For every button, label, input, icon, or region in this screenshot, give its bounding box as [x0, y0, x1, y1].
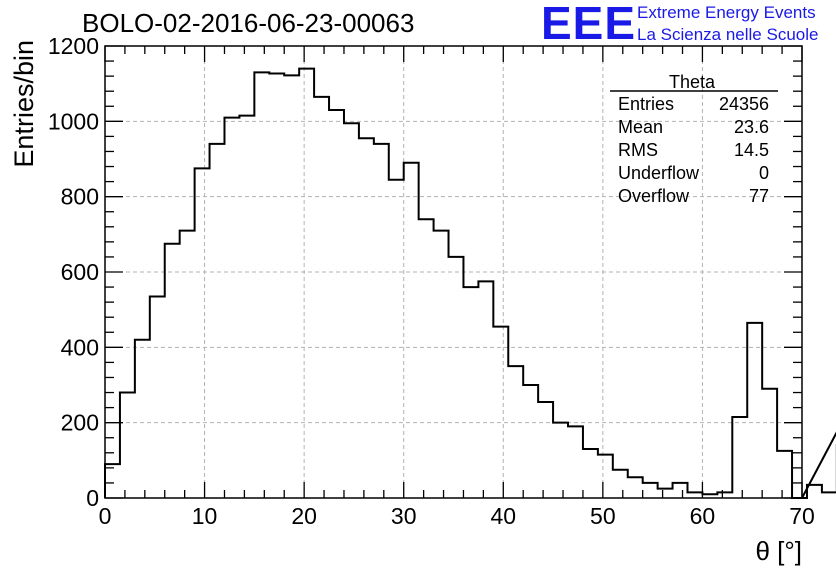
grid-lines [105, 46, 802, 498]
axis-tick-labels: 0 10 20 30 40 50 60 70 0 200 400 600 800 1000 1200 [48, 33, 815, 529]
logo-subtitle-1: Extreme Energy Events [637, 3, 816, 22]
stats-value: 14.5 [734, 140, 769, 160]
x-axis-label: θ [°] [755, 536, 802, 566]
stats-value: 23.6 [734, 117, 769, 137]
stats-value: 77 [749, 186, 769, 206]
y-tick-label: 600 [61, 259, 99, 285]
stats-label: Overflow [618, 186, 690, 206]
stats-label: Mean [618, 117, 663, 137]
logo-subtitle-2: La Scienza nelle Scuole [637, 25, 819, 44]
y-tick-label: 400 [61, 334, 99, 360]
eee-logo: EEE [541, 0, 637, 49]
y-tick-label: 1000 [48, 108, 99, 134]
stats-label: Entries [618, 94, 674, 114]
stats-label: Underflow [618, 163, 700, 183]
x-tick-label: 60 [690, 503, 716, 529]
x-tick-label: 70 [789, 503, 815, 529]
plot-frame [104, 45, 803, 499]
x-tick-label: 40 [490, 503, 516, 529]
y-axis-label: Entries/bin [9, 40, 39, 168]
stats-label: RMS [618, 140, 658, 160]
histogram-series-line [104, 67, 836, 499]
stats-value: 24356 [719, 94, 769, 114]
x-tick-label: 50 [590, 503, 616, 529]
y-tick-label: 800 [61, 184, 99, 210]
statistics-box: Theta Entries 24356 Mean 23.6 RMS 14.5 Underfl… [610, 72, 778, 206]
stats-value: 0 [759, 163, 769, 183]
y-tick-label: 0 [86, 485, 99, 511]
histogram-title: BOLO-02-2016-06-23-00063 [82, 8, 415, 38]
y-tick-label: 1200 [48, 33, 99, 59]
x-tick-label: 10 [192, 503, 218, 529]
y-tick-label: 200 [61, 410, 99, 436]
stats-title: Theta [669, 72, 716, 92]
x-tick-label: 20 [291, 503, 317, 529]
x-tick-label: 0 [99, 503, 112, 529]
axis-ticks [104, 45, 803, 499]
x-tick-label: 30 [391, 503, 417, 529]
